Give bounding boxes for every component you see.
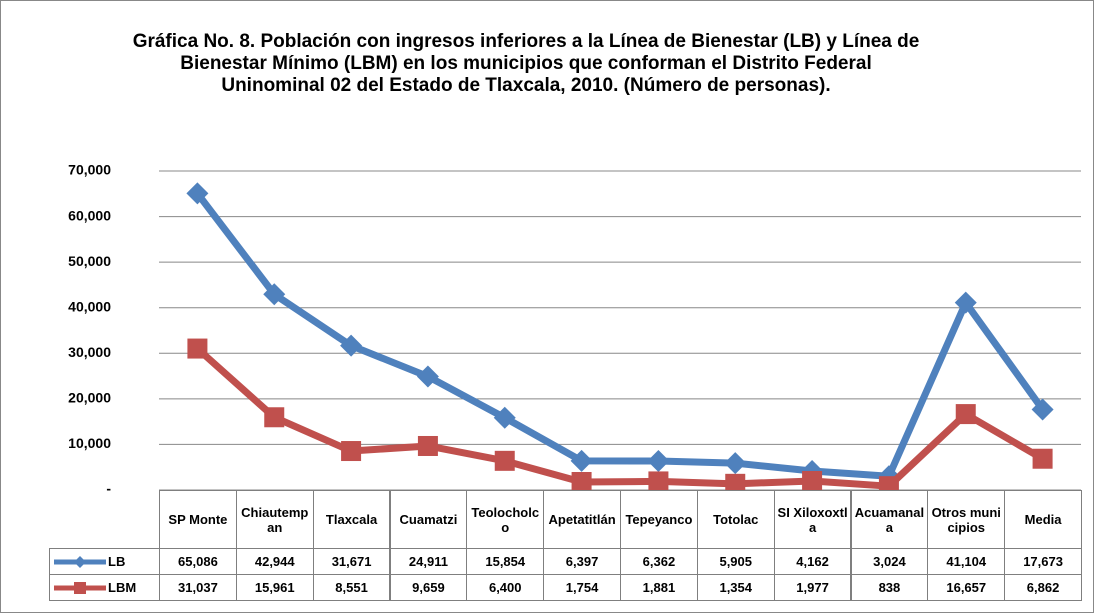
value-cell: 9,659 [389,574,468,601]
marker [493,406,516,429]
legend-swatch [54,581,106,594]
legend-label: LBM [108,580,137,595]
legend-label: LB [108,554,126,569]
value-cell: 6,862 [1004,574,1082,601]
category-cell: Tepeyanco [620,490,698,549]
chart-title: Gráfica No. 8. Población con ingresos in… [132,31,920,96]
y-tick-label: 30,000 [68,344,111,360]
marker [264,407,285,428]
value-cell: 1,881 [620,574,698,601]
value-cell: 5,905 [696,548,775,575]
marker [417,435,438,456]
y-tick-label: - [106,481,111,497]
series-line [195,345,1045,490]
value-cell: 31,037 [159,574,237,601]
legend-cell: LB [49,548,160,575]
y-tick-label: 10,000 [68,435,111,451]
category-cell: Chiautempan [235,490,314,549]
value-cell: 42,944 [235,548,314,575]
marker [416,365,439,388]
y-tick-label: 70,000 [68,162,111,178]
value-cell: 41,104 [927,548,1006,575]
marker [341,441,362,462]
value-cell: 8,551 [312,574,391,601]
category-cell: Otros municipios [927,490,1006,549]
value-cell: 6,397 [543,548,621,575]
category-cell: Acuamanala [850,490,929,549]
marker [494,450,515,471]
category-cell: SI Xiloxoxtla [773,490,852,549]
marker [647,450,670,473]
value-cell: 17,673 [1004,548,1082,575]
value-cell: 3,024 [850,548,929,575]
legend-cell: LBM [49,574,160,601]
category-cell: Tlaxcala [312,490,391,549]
marker [340,334,363,357]
marker [1031,398,1054,421]
marker [725,473,746,494]
category-cell: Teolocholco [466,490,545,549]
value-cell: 15,854 [466,548,545,575]
marker [954,291,977,314]
y-tick-label: 50,000 [68,253,111,269]
value-cell: 16,657 [927,574,1006,601]
value-cell: 4,162 [773,548,852,575]
value-cell: 6,362 [620,548,698,575]
value-cell: 1,977 [773,574,852,601]
value-cell: 1,754 [543,574,621,601]
marker [263,283,286,306]
value-cell: 15,961 [235,574,314,601]
series-line [194,191,1046,480]
marker [570,449,593,472]
category-cell: Totolac [696,490,775,549]
category-cell: Cuamatzi [389,490,468,549]
legend-swatch [54,555,106,568]
y-tick-label: 60,000 [68,207,111,223]
marker [802,470,823,491]
value-cell: 6,400 [466,574,545,601]
value-cell: 31,671 [312,548,391,575]
marker [186,182,209,205]
value-cell: 838 [850,574,929,601]
y-tick-label: 20,000 [68,390,111,406]
marker [571,472,592,493]
category-cell: Apetatitlán [543,490,621,549]
y-tick-label: 40,000 [68,298,111,314]
marker [1032,448,1053,469]
value-cell: 1,354 [696,574,775,601]
value-cell: 65,086 [159,548,237,575]
value-cell: 24,911 [389,548,468,575]
marker [187,338,208,359]
category-cell: SP Monte [159,490,237,549]
marker [955,404,976,425]
category-cell: Media [1004,490,1082,549]
marker [724,452,747,475]
marker [648,471,669,492]
